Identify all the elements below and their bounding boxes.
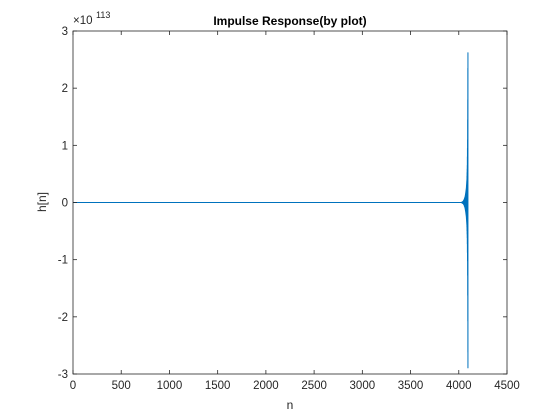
x-axis-ticks: 0 500 1000 1500 2000 2500 3000 3500 4000 4500 (70, 31, 520, 392)
y-tick-label: 1 (62, 140, 68, 152)
x-tick-label: 0 (70, 380, 76, 392)
chart-title: Impulse Response(by plot) (213, 14, 366, 28)
x-tick-label: 1500 (205, 380, 231, 392)
y-tick-label: -3 (58, 369, 68, 381)
x-tick-label: 1000 (157, 380, 183, 392)
y-axis-label: h[n] (35, 192, 49, 212)
x-tick-label: 4000 (446, 380, 472, 392)
y-tick-label: 2 (62, 83, 68, 95)
x-tick-label: 2000 (253, 380, 279, 392)
y-tick-label: -1 (58, 255, 68, 267)
y-axis-exponent-power: 113 (96, 10, 110, 20)
impulse-response-line (73, 52, 469, 369)
x-tick-label: 3000 (350, 380, 376, 392)
x-axis-label: n (287, 398, 294, 412)
x-tick-label: 2500 (301, 380, 327, 392)
signal-series-line (73, 52, 469, 369)
y-axis-ticks: -3 -2 -1 0 1 2 3 (58, 26, 507, 381)
y-tick-label: 0 (62, 198, 68, 210)
x-tick-label: 4500 (494, 380, 520, 392)
y-tick-label: -2 (58, 312, 68, 324)
x-tick-label: 500 (112, 380, 131, 392)
y-axis-exponent-multiplier: ×10 (73, 15, 93, 27)
y-tick-label: 3 (62, 26, 68, 38)
x-tick-label: 3500 (398, 380, 424, 392)
